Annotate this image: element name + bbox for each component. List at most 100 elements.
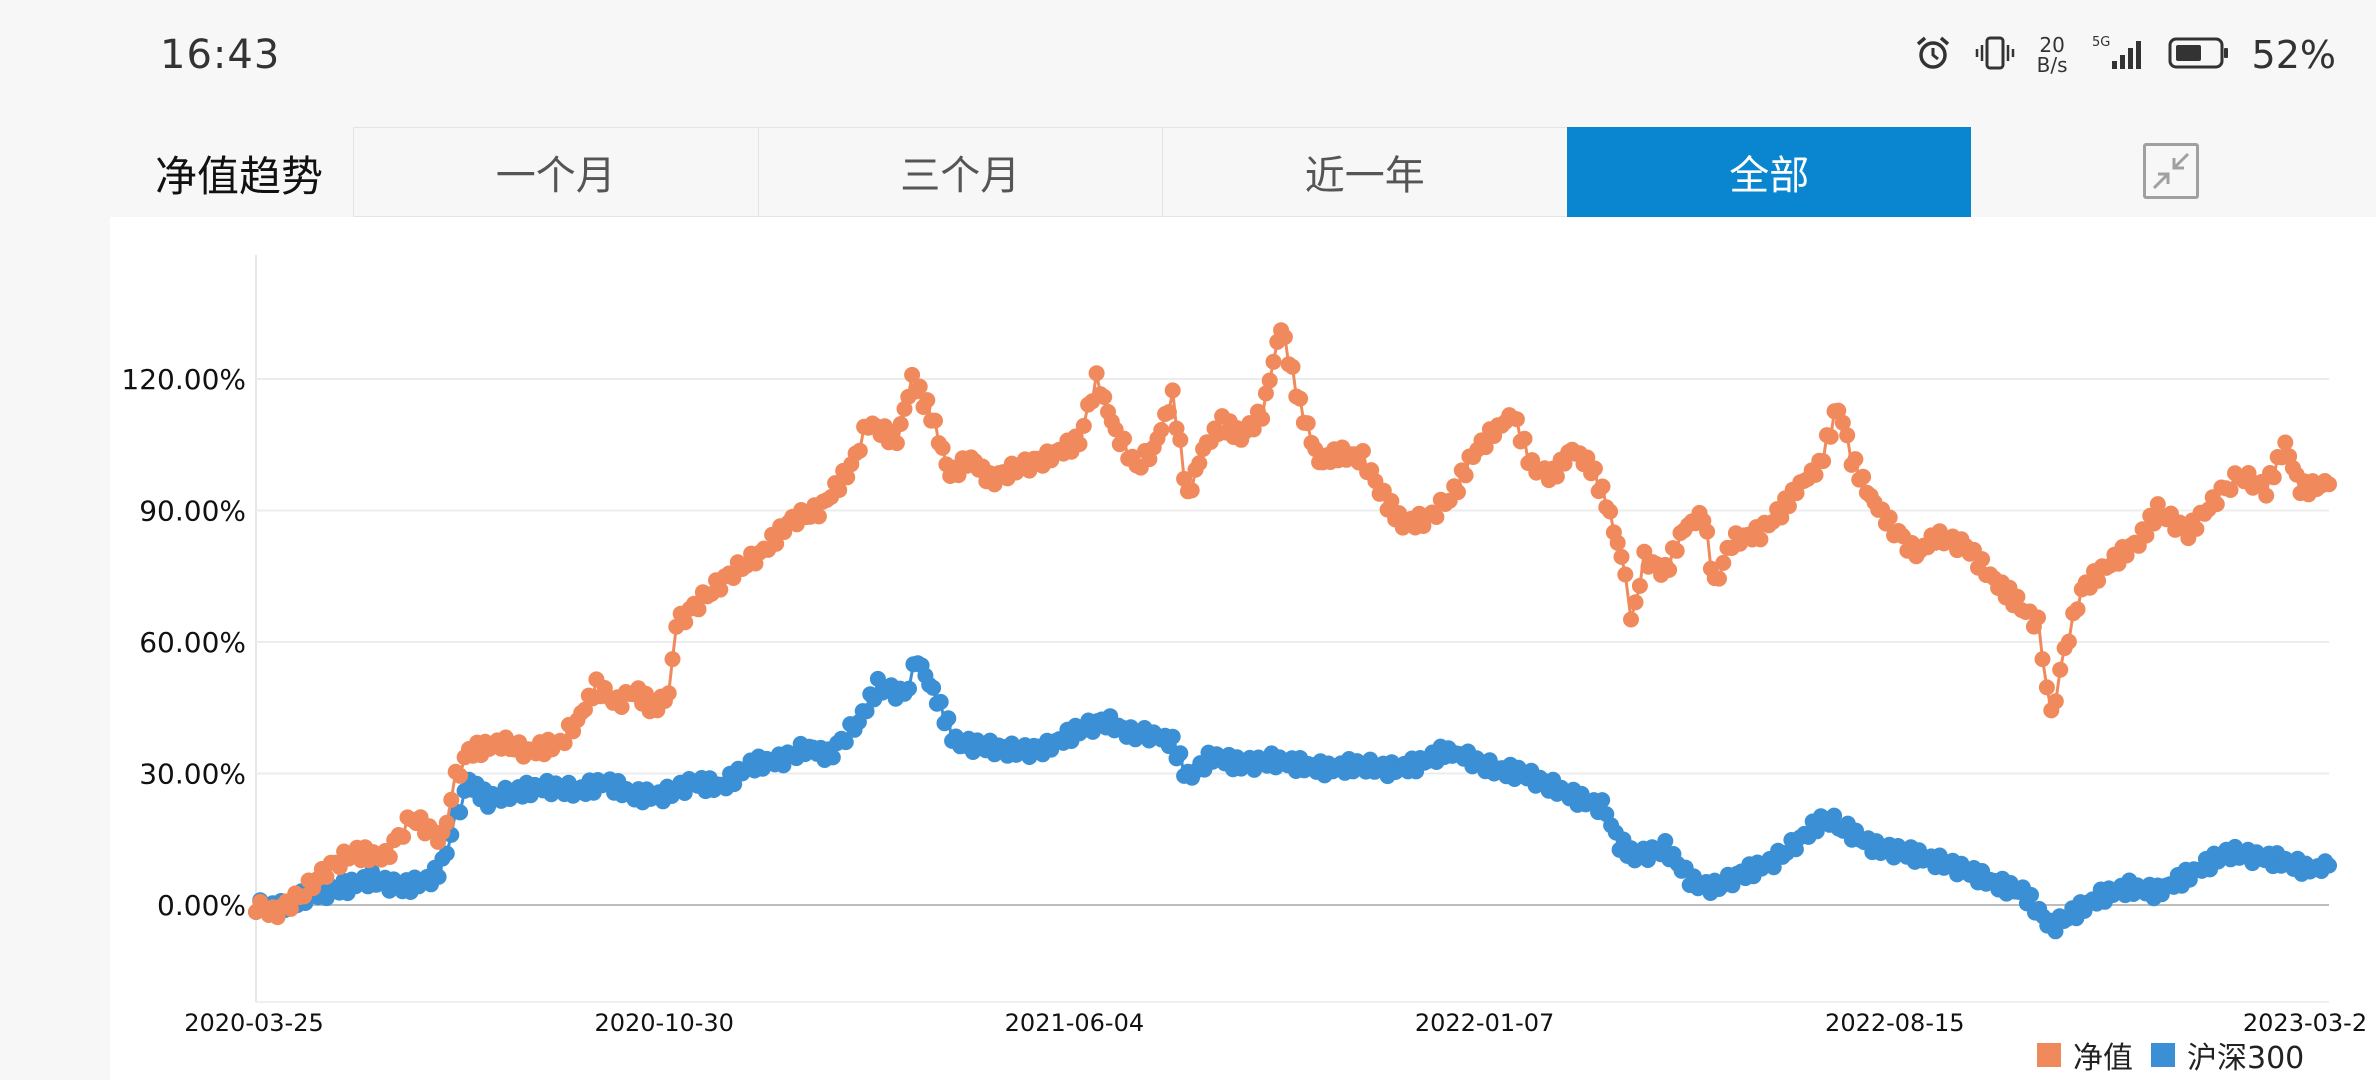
collapse-button[interactable] (2143, 143, 2199, 199)
data-point (2265, 469, 2282, 486)
data-point (2069, 601, 2086, 618)
x-tick-label: 2020-10-30 (594, 1009, 733, 1037)
chart-legend: 净值 沪深300 (2037, 1033, 2322, 1077)
x-tick-label: 2020-03-25 (184, 1009, 323, 1037)
y-tick-label: 0.00% (157, 889, 246, 922)
data-point (1631, 577, 1648, 594)
data-point (1354, 443, 1371, 459)
data-point (660, 685, 677, 702)
data-point (438, 845, 455, 862)
tab-all[interactable]: 全部 (1566, 127, 1971, 217)
status-time: 16:43 (160, 32, 281, 78)
data-point (1477, 439, 1494, 456)
data-point (2060, 633, 2077, 650)
data-point (2047, 693, 2064, 710)
data-point (1088, 365, 1105, 382)
data-point (888, 435, 905, 452)
data-point (1974, 551, 1991, 568)
page-title: 净值趋势 (155, 152, 324, 201)
x-tick-label: 2021-06-04 (1005, 1009, 1144, 1037)
data-point (1668, 542, 1685, 559)
data-point (2277, 434, 2294, 451)
data-point (1153, 422, 1170, 438)
data-point (1071, 436, 1088, 453)
data-point (2038, 679, 2055, 696)
tab-one-month[interactable]: 一个月 (353, 127, 758, 217)
data-point (2009, 588, 2026, 605)
data-point (318, 868, 335, 885)
data-point (1780, 498, 1797, 515)
data-point (901, 680, 917, 697)
data-point (1847, 451, 1864, 468)
data-point (1609, 534, 1626, 551)
data-point (1808, 823, 1825, 840)
data-point (2030, 609, 2046, 626)
data-point (927, 412, 943, 429)
data-point (1715, 554, 1732, 571)
data-point (1613, 548, 1630, 565)
net-speed-value: 20 (2039, 33, 2065, 57)
data-point (1164, 382, 1181, 399)
data-point (381, 849, 398, 865)
data-point (677, 614, 694, 631)
data-point (452, 804, 469, 821)
alarm-icon (1913, 33, 1953, 77)
legend-label-csi300: 沪深300 (2187, 1041, 2305, 1076)
data-point (1627, 594, 1644, 611)
data-point (837, 734, 854, 751)
data-point (1183, 482, 1200, 499)
collapse-arrows-icon (2152, 152, 2190, 190)
data-point (1699, 523, 1716, 540)
data-point (1265, 353, 1282, 370)
data-point (1773, 509, 1790, 526)
status-icons: 20 B/s 5G 52% (1913, 30, 2336, 80)
tab-three-months[interactable]: 三个月 (757, 127, 1162, 217)
data-point (1815, 453, 1832, 470)
data-point (1594, 478, 1611, 495)
data-point (2222, 482, 2239, 498)
data-point (934, 439, 951, 456)
data-point (1276, 329, 1293, 345)
data-point (839, 469, 856, 486)
data-point (932, 693, 949, 710)
data-point (1191, 455, 1208, 472)
data-point (452, 767, 469, 784)
data-point (1822, 428, 1839, 445)
legend-swatch-nav (2037, 1043, 2061, 1067)
data-point (775, 757, 792, 774)
tab-past-year[interactable]: 近一年 (1162, 127, 1567, 217)
legend-item-csi300[interactable]: 沪深300 (2151, 1033, 2304, 1077)
data-point (1096, 389, 1113, 405)
data-point (2208, 496, 2225, 513)
nav-trend-chart: 0.00% 30.00% 60.00% 90.00% 120.00% 2020-03-25… (121, 255, 2367, 1037)
battery-percent: 52% (2251, 33, 2336, 77)
data-point (896, 400, 913, 417)
data-point (858, 703, 875, 720)
legend-item-nav[interactable]: 净值 (2037, 1033, 2133, 1077)
data-point (1516, 430, 1533, 447)
data-point (1830, 402, 1847, 419)
y-tick-label: 90.00% (139, 495, 246, 528)
data-point (1711, 570, 1727, 587)
data-point (1164, 728, 1181, 745)
data-point (1881, 509, 1898, 526)
data-point (1594, 792, 1611, 809)
x-tick-label: 2022-01-07 (1415, 1009, 1554, 1037)
data-point (2138, 527, 2155, 544)
data-point (1176, 470, 1193, 487)
data-point (2321, 857, 2337, 874)
data-point (430, 868, 447, 885)
data-point (851, 442, 868, 459)
battery-icon (2168, 36, 2230, 74)
data-point (1617, 566, 1634, 583)
data-point (810, 508, 827, 525)
data-point (892, 416, 909, 432)
data-point (919, 392, 936, 409)
data-point (1292, 390, 1309, 407)
data-point (1661, 561, 1678, 578)
data-point (1299, 415, 1316, 432)
data-point (1457, 467, 1474, 484)
data-point (556, 735, 573, 752)
data-point (1450, 484, 1466, 501)
data-point (1752, 531, 1769, 548)
